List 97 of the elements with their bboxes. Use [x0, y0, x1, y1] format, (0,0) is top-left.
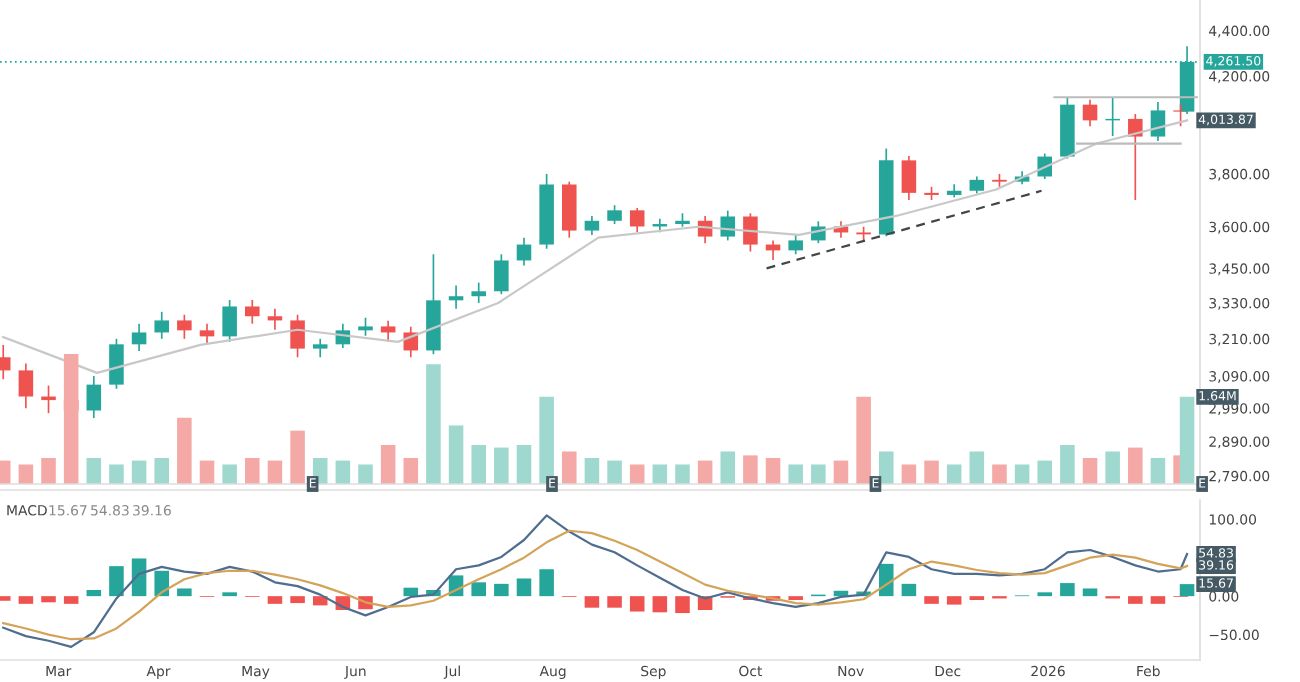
bar — [1014, 464, 1030, 484]
candlestick — [471, 281, 486, 304]
candlestick — [494, 253, 509, 296]
bar — [788, 464, 803, 484]
bar — [41, 596, 56, 603]
bar — [901, 583, 917, 597]
bar — [267, 460, 283, 484]
bar — [86, 457, 102, 484]
bar — [1060, 583, 1075, 597]
candlestick — [358, 316, 373, 337]
bar — [471, 582, 486, 597]
bar — [629, 596, 645, 612]
bar — [811, 464, 826, 484]
bar — [539, 569, 554, 597]
bar — [290, 596, 305, 604]
bar — [765, 457, 781, 484]
bar — [177, 417, 192, 484]
bar — [1105, 451, 1120, 484]
candlestick — [1060, 96, 1075, 160]
bar — [652, 596, 668, 613]
bar — [516, 578, 532, 597]
bar — [1128, 447, 1143, 484]
bar — [584, 457, 600, 484]
bar — [177, 588, 192, 597]
bar — [1179, 584, 1195, 597]
candlestick — [607, 204, 622, 225]
bar — [946, 596, 962, 605]
bar — [969, 451, 985, 484]
bar — [992, 464, 1007, 484]
bar — [358, 464, 373, 484]
bar — [448, 425, 464, 484]
bar — [1082, 457, 1098, 484]
candlestick — [312, 337, 328, 359]
bar — [1150, 596, 1166, 604]
bar — [380, 444, 396, 484]
bar — [63, 596, 79, 604]
bar — [245, 457, 260, 484]
bar — [41, 457, 56, 484]
bar — [878, 451, 894, 484]
bar — [901, 464, 917, 484]
bar — [426, 364, 441, 484]
bar — [494, 583, 509, 597]
bar — [720, 451, 736, 484]
bar — [539, 396, 554, 484]
bar — [924, 460, 939, 484]
bar — [675, 596, 690, 614]
line-series — [2, 529, 1189, 641]
line-series — [2, 514, 1189, 649]
bar — [697, 460, 713, 484]
bar — [471, 444, 486, 484]
candlestick — [177, 313, 192, 340]
bar — [1179, 396, 1195, 484]
bar — [222, 464, 237, 484]
bar — [675, 464, 690, 484]
bar — [856, 396, 871, 484]
candlestick — [743, 212, 758, 253]
candlestick — [245, 299, 260, 325]
bar — [403, 457, 419, 484]
bar — [607, 596, 622, 608]
candlestick — [788, 234, 803, 256]
bar — [86, 590, 102, 597]
bar — [1037, 460, 1053, 484]
bar — [131, 558, 147, 597]
bar — [878, 563, 894, 597]
bar — [154, 570, 169, 597]
candlestick — [290, 313, 305, 359]
bar — [652, 464, 668, 484]
bar — [1150, 457, 1166, 484]
bar — [516, 444, 532, 484]
candlestick — [426, 253, 441, 356]
bar — [131, 460, 147, 484]
bar — [290, 430, 305, 484]
bar — [63, 353, 79, 484]
bar — [18, 596, 34, 604]
bar — [584, 596, 600, 608]
bar — [1128, 596, 1143, 604]
candlestick — [222, 299, 237, 343]
line-series — [2, 119, 1189, 375]
bar — [154, 457, 169, 484]
bar — [833, 460, 849, 484]
candlestick — [539, 173, 554, 250]
bar — [494, 447, 509, 484]
bar — [561, 451, 577, 484]
bar — [946, 464, 962, 484]
bar — [267, 596, 283, 604]
bar — [109, 566, 124, 597]
bar — [743, 455, 758, 484]
bar — [1060, 444, 1075, 484]
bar — [629, 464, 645, 484]
bar — [199, 460, 215, 484]
bar — [18, 464, 34, 484]
candlestick — [109, 337, 124, 390]
bar — [924, 596, 939, 604]
bar — [1082, 588, 1098, 597]
bar — [335, 460, 351, 484]
bar — [109, 464, 124, 484]
bar — [607, 460, 622, 484]
